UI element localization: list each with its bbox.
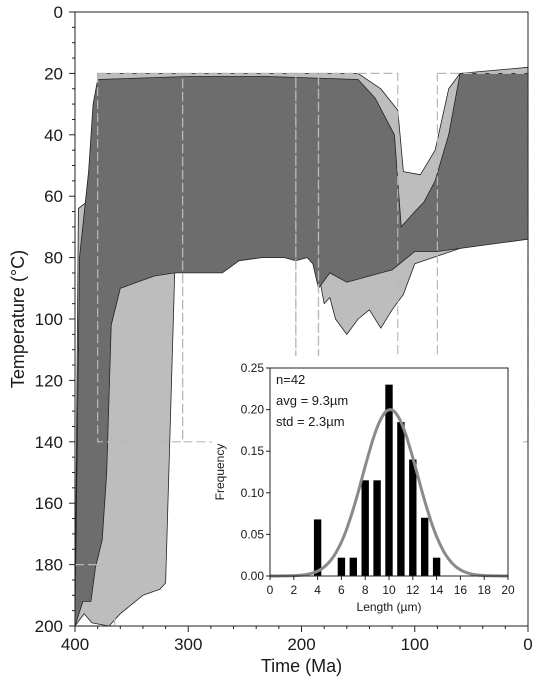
inset-y-tick-label: 0.10 <box>241 486 265 500</box>
inset-x-tick-label: 12 <box>406 583 420 597</box>
inset-y-tick-label: 0.15 <box>241 444 265 458</box>
inset-annotation: std = 2.3µm <box>276 414 345 429</box>
inset-x-tick-label: 6 <box>338 583 345 597</box>
inset-y-axis-label: Frequency <box>213 444 227 501</box>
x-axis-label: Time (Ma) <box>261 656 342 676</box>
y-tick-label: 0 <box>54 3 63 22</box>
histogram-bar <box>409 459 417 576</box>
inset-x-tick-label: 18 <box>478 583 492 597</box>
x-tick-label: 300 <box>174 635 202 654</box>
inset-x-tick-label: 2 <box>290 583 297 597</box>
inset-x-tick-label: 10 <box>382 583 396 597</box>
inset-y-tick-label: 0.25 <box>241 361 265 375</box>
y-tick-label: 200 <box>35 617 63 636</box>
histogram-bar <box>361 480 369 576</box>
x-tick-label: 0 <box>523 635 532 654</box>
constraint-box <box>97 72 184 443</box>
inset-annotation: n=42 <box>276 372 305 387</box>
inset-y-tick-label: 0.05 <box>241 527 265 541</box>
histogram-bar <box>432 557 441 576</box>
histogram-bar <box>373 480 381 576</box>
track-length-histogram: 0.00 0.05 0.10 0.15 0.20 0.25 0 2 4 6 8 10 12 14 16 18 2… <box>212 356 520 616</box>
inset-x-tick-label: 20 <box>501 583 515 597</box>
x-tick-label: 100 <box>401 635 429 654</box>
y-tick-label: 40 <box>44 126 63 145</box>
inset-x-axis-label: Length (µm) <box>357 600 422 614</box>
good-fit-envelope <box>74 73 529 627</box>
inset-x-tick-label: 14 <box>430 583 444 597</box>
inset-y-tick-label: 0.00 <box>241 569 265 583</box>
inset-y-tick-label: 0.20 <box>241 403 265 417</box>
inset-x-tick-label: 16 <box>454 583 468 597</box>
inset-x-tick-label: 0 <box>267 583 274 597</box>
inset-x-tick-label: 4 <box>314 583 321 597</box>
y-tick-label: 140 <box>35 433 63 452</box>
histogram-bar <box>421 517 429 576</box>
x-tick-label: 400 <box>61 635 89 654</box>
y-tick-label: 160 <box>35 494 63 513</box>
inset-annotation: avg = 9.3µm <box>276 393 348 408</box>
y-tick-label: 120 <box>35 371 63 390</box>
y-tick-label: 100 <box>35 310 63 329</box>
y-tick-label: 20 <box>44 64 63 83</box>
histogram-bar <box>337 557 346 576</box>
histogram-bar <box>349 557 357 576</box>
y-tick-label: 80 <box>44 249 63 268</box>
normal-fit-curve <box>270 408 508 578</box>
inset-x-tick-label: 8 <box>362 583 369 597</box>
y-tick-label: 60 <box>44 187 63 206</box>
x-tick-label: 200 <box>287 635 315 654</box>
histogram-bar <box>397 422 405 576</box>
histogram-bar <box>313 519 322 576</box>
histogram-bar <box>385 384 393 576</box>
y-axis-label: Temperature (°C) <box>8 250 28 388</box>
y-tick-label: 180 <box>35 556 63 575</box>
